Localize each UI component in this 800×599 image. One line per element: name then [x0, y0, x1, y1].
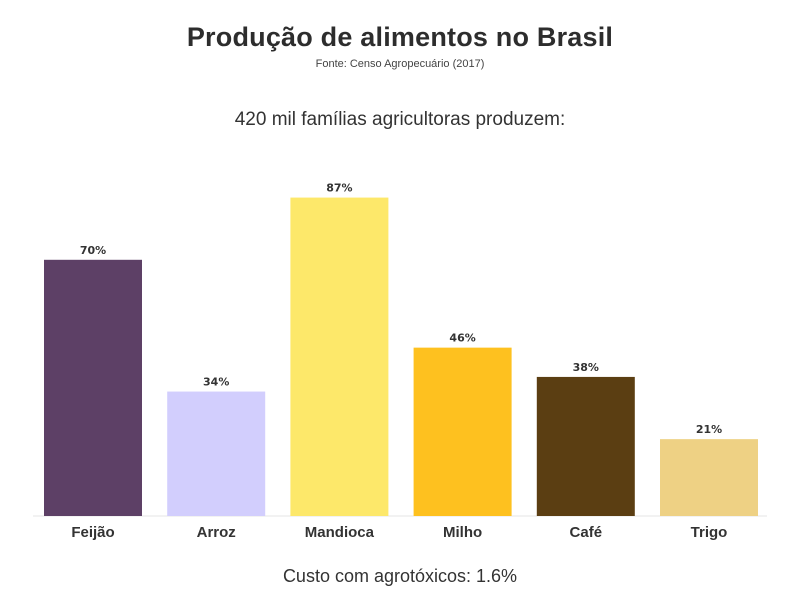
bars-group [44, 197, 758, 516]
chart-footer-note: Custo com agrotóxicos: 1.6% [282, 566, 518, 586]
value-label-cafe: 38% [573, 361, 599, 374]
chart-subtitle: 420 mil famílias agricultoras produzem: [234, 109, 566, 130]
chart-title: Produção de alimentos no Brasil [186, 22, 614, 52]
bar-mandioca [290, 197, 389, 516]
bar-cafe [536, 376, 635, 516]
bar-feijao [44, 259, 142, 516]
category-labels-group: Feijão Arroz Mandioca Milho Café Trigo [71, 524, 727, 541]
bar-arroz [167, 391, 266, 516]
category-label-trigo: Trigo [691, 524, 728, 541]
value-label-trigo: 21% [696, 423, 722, 436]
chart-source: Fonte: Censo Agropecuário (2017) [315, 58, 485, 70]
value-label-mandioca: 87% [326, 182, 352, 195]
value-label-feijao: 70% [80, 244, 106, 257]
category-label-mandioca: Mandioca [305, 524, 375, 541]
category-label-arroz: Arroz [197, 524, 236, 541]
category-label-feijao: Feijão [71, 524, 114, 541]
value-label-arroz: 34% [203, 376, 229, 389]
bar-milho [413, 347, 512, 516]
value-label-milho: 46% [449, 332, 475, 345]
bar-trigo [660, 439, 758, 516]
value-labels-group: 70% 34% 87% 46% 38% 21% [80, 182, 722, 437]
category-label-milho: Milho [443, 524, 482, 541]
category-label-cafe: Café [570, 524, 603, 541]
